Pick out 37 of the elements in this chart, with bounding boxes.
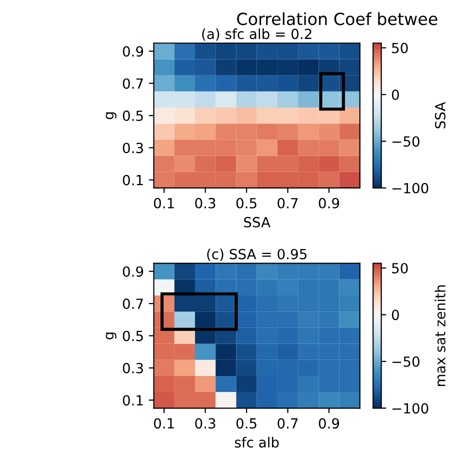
color-bar-label: 50	[392, 42, 408, 54]
y-tick-label: 0.5	[122, 110, 143, 122]
x-tick-label: 0.9	[318, 198, 340, 208]
y-tick-label: 0.3	[122, 362, 143, 374]
color-bar-label: −50	[392, 356, 420, 367]
color-bar-title: max sat zenith	[434, 285, 446, 386]
color-bar-label: 50	[392, 262, 408, 274]
color-bar-label: −100	[392, 182, 428, 194]
chart-subtitle: (a) sfc alb = 0.2	[202, 28, 312, 41]
y-tick-label: 0.7	[122, 78, 143, 89]
x-tick-label: 0.3	[195, 198, 216, 208]
color-bar-label: 0	[392, 310, 399, 320]
y-tick-label: 0.9	[122, 46, 144, 57]
y-tick-label: 0.1	[122, 395, 143, 406]
color-bar-label: 0	[392, 89, 399, 100]
x-tick-label: 0.3	[195, 418, 216, 429]
y-axis-title: g	[106, 332, 116, 340]
x-tick-label: 0.5	[236, 418, 256, 429]
x-tick-label: 0.1	[154, 198, 174, 208]
x-axis-title: SSA	[244, 216, 270, 228]
x-tick-label: 0.5	[236, 198, 256, 208]
x-axis-title: sfc alb	[234, 436, 279, 448]
x-tick-label: 0.1	[154, 418, 174, 429]
x-tick-label: 0.9	[318, 418, 340, 429]
color-bar-label: −50	[392, 136, 420, 147]
color-bar-title: SSA	[434, 102, 446, 128]
color-bar-label: −100	[392, 403, 428, 414]
x-tick-label: 0.7	[278, 198, 298, 208]
chart-title: (c) SSA = 0.95	[207, 248, 306, 261]
chart-title: Correlation Coef betwee	[237, 12, 438, 26]
y-tick-label: 0.3	[122, 142, 143, 154]
y-axis-title: g	[106, 112, 116, 120]
y-tick-label: 0.1	[122, 174, 143, 186]
x-tick-label: 0.7	[278, 418, 298, 429]
y-tick-label: 0.5	[122, 330, 143, 342]
y-tick-label: 0.7	[122, 298, 143, 310]
y-tick-label: 0.9	[122, 266, 144, 277]
